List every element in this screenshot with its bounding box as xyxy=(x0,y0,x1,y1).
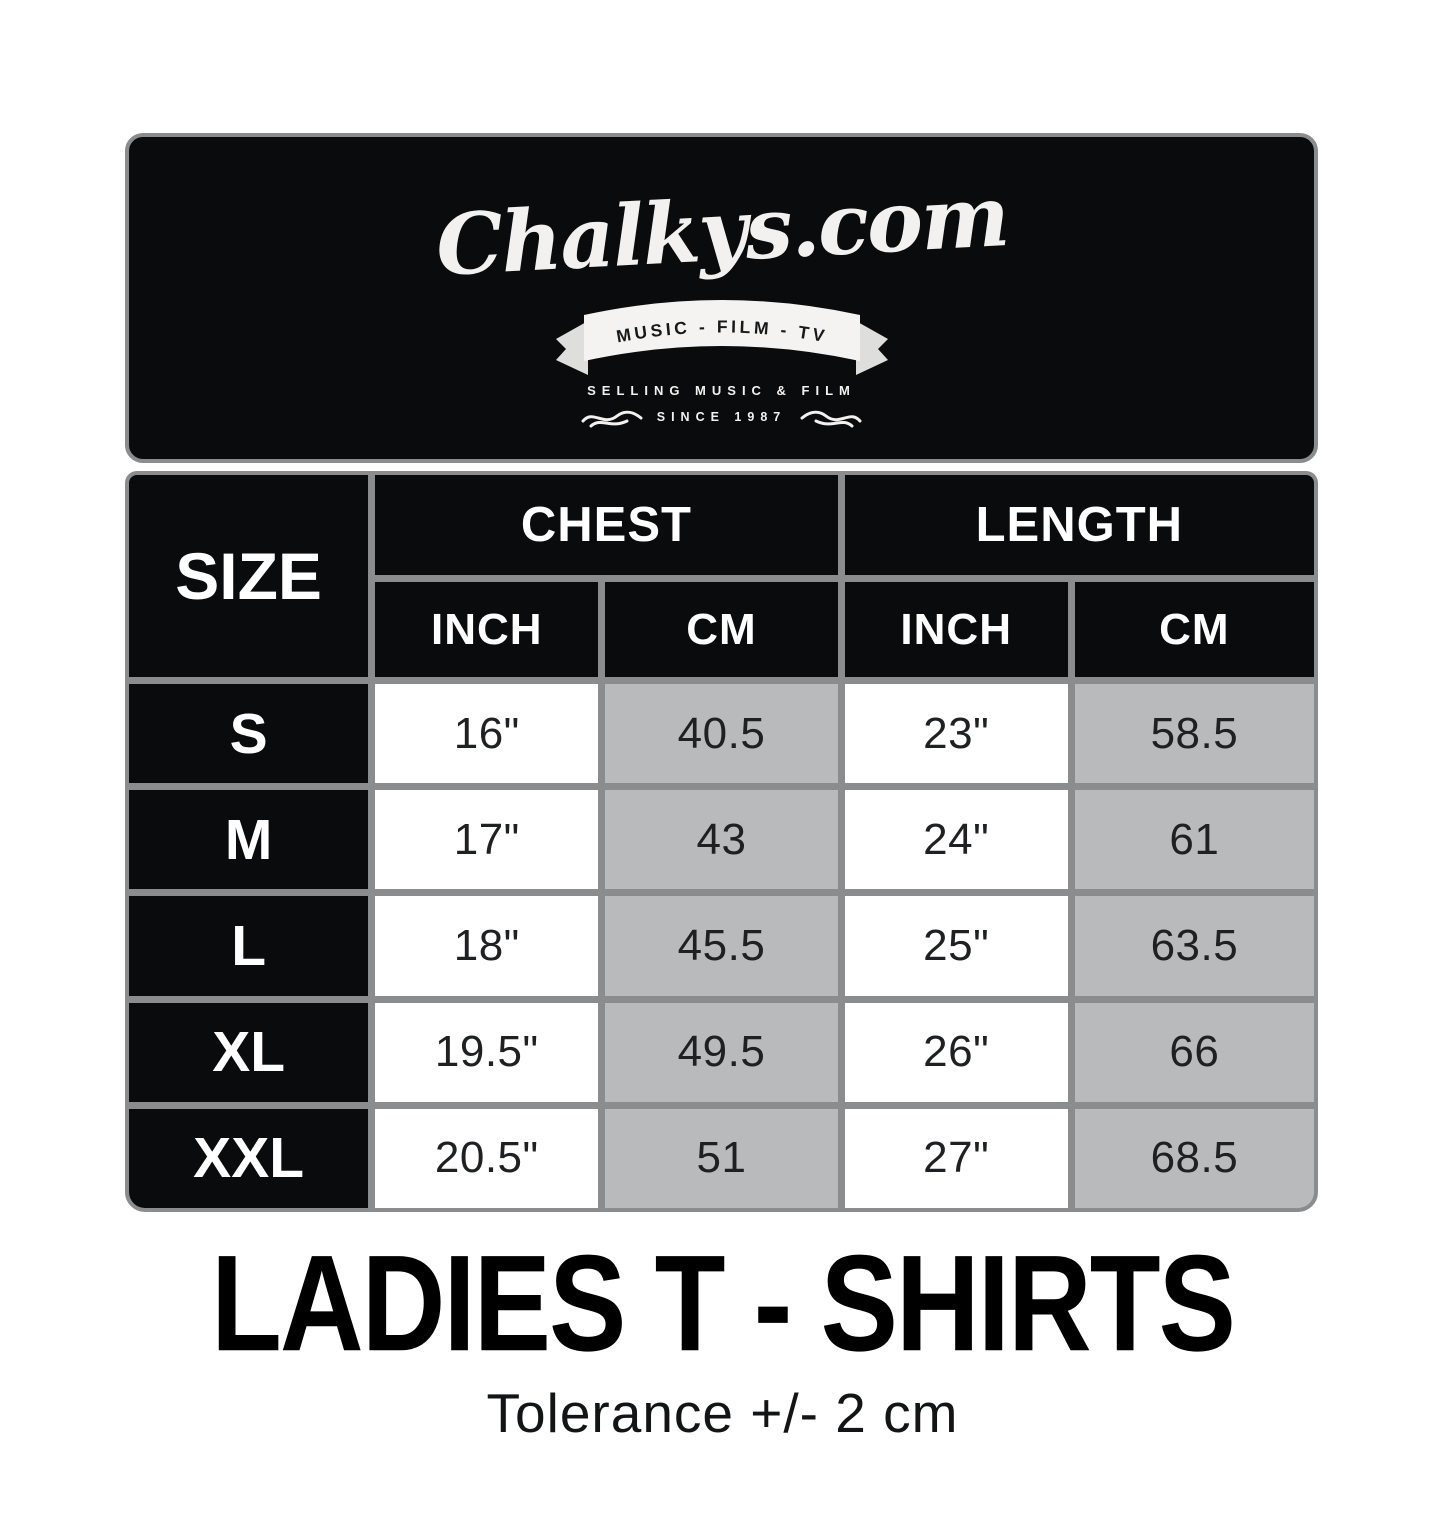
chest-cm-header: CM xyxy=(605,582,838,677)
chest-cm-value: 51 xyxy=(605,1108,838,1208)
chest-inch-value: 16" xyxy=(375,684,599,784)
logo-tagline: SELLING MUSIC & FILM xyxy=(587,383,856,399)
page-title: LADIES T - SHIRTS xyxy=(211,1226,1236,1380)
length-cm-value: 66 xyxy=(1074,1002,1314,1102)
chest-group-header: CHEST xyxy=(375,475,838,575)
ribbon-icon: MUSIC - FILM - TV xyxy=(555,300,888,376)
size-column-header: SIZE xyxy=(129,475,369,677)
banner-ribbon: MUSIC - FILM - TV xyxy=(550,285,894,381)
length-inch-value: 26" xyxy=(844,1002,1068,1102)
size-label: XXL xyxy=(129,1108,369,1208)
logo-since-row: SINCE 1987 xyxy=(581,405,862,429)
length-inch-header: INCH xyxy=(844,582,1068,677)
logo-since: SINCE 1987 xyxy=(656,410,787,425)
chest-inch-value: 20.5" xyxy=(375,1108,599,1208)
chest-inch-value: 17" xyxy=(375,790,599,890)
length-cm-value: 61 xyxy=(1074,790,1314,890)
tolerance-note: Tolerance +/- 2 cm xyxy=(486,1382,959,1444)
length-group-header: LENGTH xyxy=(844,475,1314,575)
length-cm-header: CM xyxy=(1074,582,1314,677)
size-label: XL xyxy=(129,1002,369,1102)
length-cm-value: 63.5 xyxy=(1074,896,1314,996)
brand-logo-text: Chalkys.com xyxy=(433,166,1010,295)
length-inch-value: 23" xyxy=(844,684,1068,784)
brand-header-panel: Chalkys.com MUSIC - FILM - TV SELLING MU… xyxy=(125,133,1318,463)
flourish-left-icon xyxy=(581,410,643,428)
chest-cm-value: 43 xyxy=(605,790,838,890)
flourish-right-icon xyxy=(800,410,862,428)
chest-inch-value: 19.5" xyxy=(375,1002,599,1102)
size-label: L xyxy=(129,896,369,996)
chest-inch-value: 18" xyxy=(375,896,599,996)
length-cm-value: 58.5 xyxy=(1074,684,1314,784)
chest-cm-value: 49.5 xyxy=(605,1002,838,1102)
chest-cm-value: 45.5 xyxy=(605,896,838,996)
size-label: S xyxy=(129,684,369,784)
size-label: M xyxy=(129,790,369,890)
length-cm-value: 68.5 xyxy=(1074,1108,1314,1208)
length-inch-value: 25" xyxy=(844,896,1068,996)
chest-inch-header: INCH xyxy=(375,582,599,677)
length-inch-value: 27" xyxy=(844,1108,1068,1208)
chest-cm-value: 40.5 xyxy=(605,684,838,784)
length-inch-value: 24" xyxy=(844,790,1068,890)
size-chart-table: SIZE CHEST LENGTH INCH CM INCH CM S 16" … xyxy=(125,471,1318,1212)
